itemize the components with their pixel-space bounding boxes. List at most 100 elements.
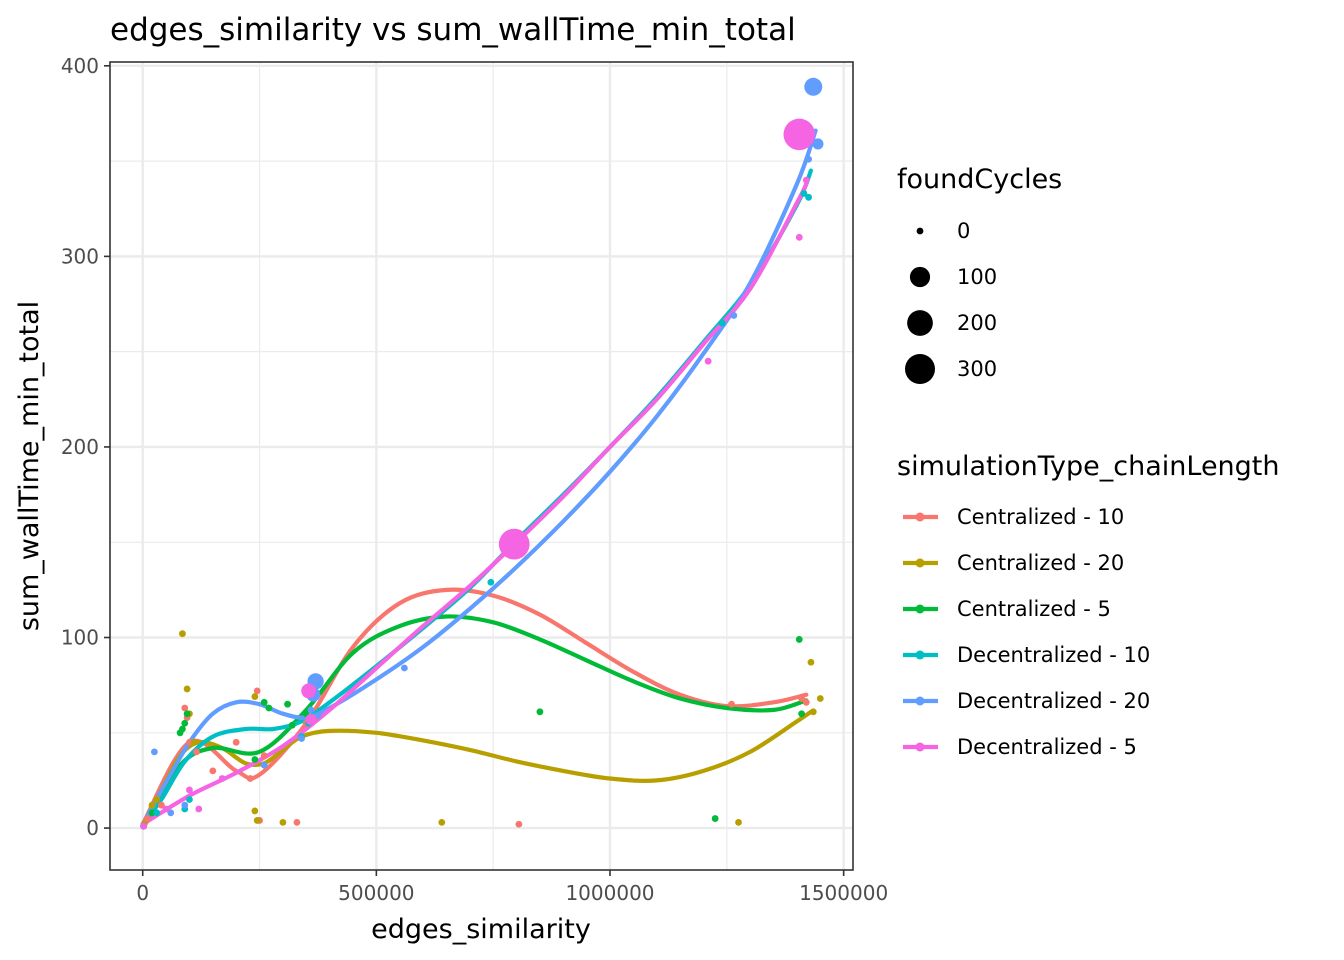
x-tick-label: 1000000: [565, 881, 654, 905]
data-point: [183, 710, 191, 718]
data-point: [186, 796, 193, 803]
data-point: [190, 738, 198, 746]
data-point: [179, 630, 186, 638]
size-legend-title: foundCycles: [897, 164, 1062, 195]
data-point: [487, 578, 495, 586]
x-axis-title: edges_similarity: [371, 914, 591, 945]
data-point: [260, 698, 268, 706]
color-legend-label: Centralized - 10: [957, 505, 1124, 529]
data-point: [167, 809, 175, 817]
data-points: [140, 77, 824, 830]
data-point: [158, 801, 165, 809]
data-point: [288, 721, 296, 729]
y-tick-label: 200: [61, 435, 99, 459]
data-point: [195, 805, 203, 813]
data-point: [515, 820, 523, 828]
color-legend-dot: [915, 742, 925, 752]
data-point: [279, 818, 287, 826]
data-point: [807, 658, 815, 666]
color-legend-label: Centralized - 5: [957, 597, 1111, 621]
data-point: [804, 77, 823, 96]
data-point: [181, 704, 189, 712]
data-point: [816, 695, 824, 702]
data-point: [400, 664, 408, 672]
color-legend-dot: [915, 558, 925, 568]
data-point: [186, 786, 193, 794]
data-point: [251, 807, 259, 815]
size-legend-key: [916, 227, 924, 235]
data-point: [253, 817, 261, 824]
data-point: [711, 815, 719, 822]
color-legend-dot: [915, 650, 925, 660]
color-legend-label: Decentralized - 5: [957, 735, 1137, 759]
size-legend-label: 0: [957, 219, 970, 243]
size-legend-key: [905, 354, 935, 384]
data-point: [438, 818, 446, 826]
data-point: [298, 735, 305, 742]
data-point: [265, 704, 273, 712]
color-legend-label: Centralized - 20: [957, 551, 1124, 575]
data-point: [186, 738, 193, 746]
data-point: [181, 719, 189, 727]
plot-panel-fill: [110, 62, 853, 870]
data-point: [735, 818, 742, 826]
data-point: [148, 809, 156, 817]
data-point: [153, 809, 161, 817]
data-point: [812, 138, 824, 150]
data-point: [143, 815, 151, 822]
size-legend-label: 200: [957, 311, 997, 335]
data-point: [798, 710, 805, 718]
data-point: [148, 801, 156, 809]
y-axis-title: sum_wallTime_min_total: [14, 301, 45, 631]
data-point: [800, 190, 808, 197]
y-tick-label: 0: [86, 816, 99, 840]
y-tick-label: 400: [61, 54, 99, 78]
color-legend: Centralized - 10 Centralized - 20 Centrali…: [903, 505, 1150, 759]
size-legend-label: 100: [957, 265, 997, 289]
data-point: [805, 193, 813, 201]
data-point: [251, 693, 259, 700]
data-point: [802, 698, 810, 706]
size-legend: 0 100 200 300: [905, 219, 997, 384]
data-point: [783, 118, 816, 151]
size-legend-key: [909, 266, 931, 288]
data-point: [704, 357, 712, 365]
color-legend-dot: [915, 512, 925, 522]
plot-panel: [110, 62, 853, 870]
color-legend-title: simulationType_chainLength: [897, 451, 1280, 482]
color-legend-dot: [915, 604, 925, 614]
data-point: [246, 775, 254, 782]
data-point: [730, 312, 738, 319]
data-point: [805, 155, 813, 163]
data-point: [251, 756, 259, 763]
plot-border: [109, 61, 854, 871]
y-tick-label: 100: [61, 626, 99, 650]
grid-lines: [110, 62, 853, 870]
data-point: [181, 801, 189, 809]
data-point: [305, 713, 317, 725]
data-point: [260, 752, 268, 760]
smooth-line: [140, 128, 818, 827]
data-point: [209, 767, 217, 775]
x-tick-label: 0: [136, 881, 149, 905]
size-legend-label: 300: [957, 357, 997, 381]
y-axis-ticks: 0 100 200 300 400: [61, 54, 110, 840]
data-point: [150, 748, 158, 756]
data-point: [314, 712, 322, 720]
data-point: [162, 805, 170, 813]
chart-title: edges_similarity vs sum_wallTime_min_tot…: [110, 12, 796, 48]
data-point: [153, 796, 161, 803]
data-point: [307, 706, 315, 714]
data-point: [498, 528, 530, 560]
x-axis-ticks: 0 500000 1000000 1500000: [136, 870, 888, 905]
data-point: [536, 708, 544, 716]
data-point: [193, 748, 200, 756]
data-point: [301, 683, 316, 699]
color-legend-label: Decentralized - 20: [957, 689, 1150, 713]
color-legend-dot: [915, 696, 925, 706]
data-point: [232, 738, 240, 746]
data-point: [718, 319, 726, 327]
data-point: [293, 818, 301, 826]
smooth-line: [140, 587, 809, 827]
